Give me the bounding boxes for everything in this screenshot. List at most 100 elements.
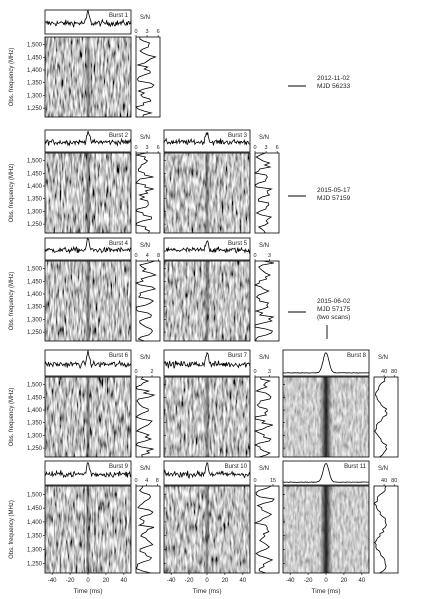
y-tick-label: 1,450 [27,279,43,285]
burst-10-sn-tick-label: 15 [270,478,276,484]
burst-3-sn-label: S/N [259,135,269,141]
y-tick-label: 1,300 [27,548,43,554]
y-tick-label: 1,400 [27,520,43,526]
y-tick-label: 1,400 [27,184,43,190]
burst-7-sn-tick-label: 3 [268,369,271,375]
x-tick-label: 40 [239,578,246,584]
burst-3-sn-spectrum [253,152,273,234]
x-tick-label: 20 [222,578,229,584]
burst-4-sn-tick-label: 4 [146,253,149,259]
epoch-mjd: MJD 56233 [317,83,351,90]
burst-6-sn-spectrum [135,376,156,458]
burst-3-sn-tick-label: 3 [265,145,268,151]
x-tick-label: 0 [205,578,209,584]
y-axis-label: Obs. frequency (MHz) [9,164,15,223]
burst-8-panel: Burst 8 S/N 40 80 [282,349,399,458]
burst-7-sn-spectrum [253,376,273,458]
burst-5-pulse-band [204,261,210,341]
burst-2-sn-tick-label: 0 [134,145,137,151]
burst-6-sn-label: S/N [140,355,150,361]
burst-9-lightcurve [44,462,132,479]
burst-10-lightcurve-frame [163,460,251,486]
burst-9-sn-label: S/N [140,466,150,472]
y-tick-label: 1,300 [27,93,43,99]
burst-11-lightcurve [282,463,370,483]
burst-3-panel: Burst 3 S/N0 3 6 [163,129,280,234]
burst-6-spectrum-frame [44,376,132,458]
burst-11-panel: Burst 11 S/N 40 80 -40 -20 0 20 40 Time (ms) [282,460,399,595]
burst-1-panel: Burst 1 S/N 0 3 6 1,250 1,300 1,350 1,400 1,450 1,… [9,9,161,118]
y-tick-label: 1,250 [27,106,43,112]
burst-7-sn-frame [254,376,280,458]
burst-8-sn-label: S/N [378,355,388,361]
x-tick-label: -40 [167,578,176,584]
burst-1-label: Burst 1 [109,13,129,19]
y-axis-label: Obs. frequency (MHz) [9,272,15,331]
burst-7-sn-label: S/N [259,355,269,361]
burst-1-lightcurve-frame [44,9,132,35]
y-tick-label: 1,450 [27,171,43,177]
burst-1-pulse-band [85,37,91,117]
burst-5-sn-tick-label: 0 [253,253,256,259]
burst-6-lightcurve-frame [44,349,132,377]
burst-11-sn-frame [373,485,399,574]
burst-2-sn-spectrum [135,152,154,234]
y-tick-label: 1,450 [27,55,43,61]
burst-2-pulse-band [85,153,91,233]
burst-4-sn-frame [135,260,161,342]
y-tick-label: 1,450 [27,506,43,512]
x-tick-label: 0 [324,578,328,584]
y-tick-label: 1,500 [27,159,43,165]
x-axis-label: Time (ms) [311,588,340,595]
x-tick-label: -20 [185,578,194,584]
burst-4-sn-label: S/N [140,243,150,249]
burst-5-lightcurve [163,240,251,255]
burst-3-lightcurve [163,131,251,146]
y-tick-label: 1,500 [27,43,43,49]
burst-5-sn-frame [254,260,280,342]
y-axis-label: Obs. frequency (MHz) [9,48,15,107]
burst-6-label: Burst 6 [109,353,129,359]
burst-9-sn-tick-label: 0 [134,478,137,484]
y-tick-label: 1,350 [27,197,43,203]
burst-7-sn-tick-label: 0 [253,369,256,375]
burst-6-sn-tick-label: 0 [134,369,137,375]
burst-6-sn-frame [135,376,161,458]
burst-7-panel: Burst 7 S/N 0 3 [163,349,280,458]
burst-8-sn-spectrum [374,376,388,458]
burst-11-sn-label: S/N [378,466,388,472]
burst-4-pulse-band [85,261,91,341]
burst-2-sn-tick-label: 6 [157,145,160,151]
burst-5-sn-tick-label: 3 [268,253,271,259]
burst-10-sn-tick-label: 0 [253,478,256,484]
burst-9-pulse-band [85,486,91,573]
burst-10-sn-spectrum [253,485,275,574]
burst-4-sn-tick-label: 8 [157,253,160,259]
burst-11-sn-spectrum [373,485,387,574]
y-tick-label: 1,350 [27,81,43,87]
burst-1-sn-tick-label: 3 [146,29,149,35]
burst-9-sn-spectrum [135,485,155,574]
burst-9-sn-tick-label: 8 [156,478,159,484]
burst-2-sn-label: S/N [140,135,150,141]
burst-3-pulse-band [204,153,210,233]
burst-8-lightcurve [282,352,370,374]
x-tick-label: 20 [341,578,348,584]
burst-7-label: Burst 7 [228,353,248,359]
burst-3-spectrum-frame [163,152,251,234]
burst-11-pulse-band [320,486,332,573]
burst-4-lightcurve [44,237,132,255]
x-tick-label: 40 [120,578,127,584]
y-tick-label: 1,300 [27,209,43,215]
x-tick-label: -20 [304,578,313,584]
burst-8-spectrum-frame [282,376,370,458]
burst-4-lightcurve-frame [44,237,132,261]
burst-1-spectrum-frame [44,36,132,118]
x-axis-label: Time (ms) [192,588,221,595]
burst-11-sn-tick-label: 40 [381,478,387,484]
burst-4-sn-tick-label: 0 [134,253,137,259]
